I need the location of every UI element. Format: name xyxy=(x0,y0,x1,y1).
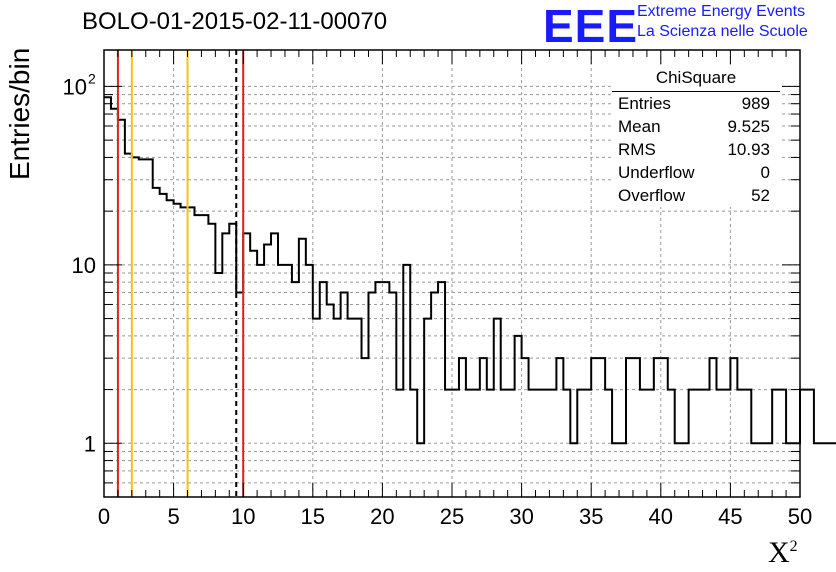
x-tick-label: 25 xyxy=(440,504,464,529)
stats-row-entries: Entries 989 xyxy=(612,92,780,115)
x-tick-label: 30 xyxy=(509,504,533,529)
x-tick-label: 10 xyxy=(231,504,255,529)
x-tick-label: 50 xyxy=(788,504,812,529)
x-tick-label: 5 xyxy=(167,504,179,529)
logo-caption-line2: La Scienza nelle Scuole xyxy=(637,23,808,40)
histogram-outline xyxy=(104,96,836,445)
stats-value: 989 xyxy=(741,94,770,113)
stats-label: Underflow xyxy=(618,163,695,182)
x-axis-label: X2 xyxy=(768,536,798,570)
stats-box-title: ChiSquare xyxy=(612,68,780,92)
logo-caption-line1: Extreme Energy Events xyxy=(637,3,806,20)
x-axis-label-base: X xyxy=(768,536,790,569)
x-tick-label: 40 xyxy=(649,504,673,529)
plot-title: BOLO-01-2015-02-11-00070 xyxy=(82,8,388,35)
y-tick-label: 1 xyxy=(84,431,96,456)
x-tick-label: 20 xyxy=(370,504,394,529)
y-tick-label-exponent: 2 xyxy=(88,70,96,86)
eee-logo: EEE xyxy=(543,0,639,52)
stats-row-overflow: Overflow 52 xyxy=(612,184,780,207)
stats-box: ChiSquare Entries 989 Mean 9.525 RMS 10.… xyxy=(612,68,780,207)
stats-row-rms: RMS 10.93 xyxy=(612,138,780,161)
x-tick-label: 0 xyxy=(98,504,110,529)
x-tick-label: 45 xyxy=(718,504,742,529)
y-tick-label: 10 xyxy=(72,253,96,278)
x-tick-label: 15 xyxy=(301,504,325,529)
stats-label: Entries xyxy=(618,94,671,113)
stats-row-underflow: Underflow 0 xyxy=(612,161,780,184)
stats-label: RMS xyxy=(618,140,656,159)
stats-row-mean: Mean 9.525 xyxy=(612,115,780,138)
y-axis-label: Entries/bin xyxy=(4,47,35,180)
y-tick-label: 10 xyxy=(63,74,87,99)
stats-label: Mean xyxy=(618,117,661,136)
x-tick-label: 35 xyxy=(579,504,603,529)
stats-value: 0 xyxy=(760,163,770,182)
stats-value: 9.525 xyxy=(727,117,770,136)
stats-value: 52 xyxy=(751,186,770,205)
stats-label: Overflow xyxy=(618,186,686,205)
x-axis-label-superscript: 2 xyxy=(789,538,798,555)
stats-value: 10.93 xyxy=(727,140,770,159)
